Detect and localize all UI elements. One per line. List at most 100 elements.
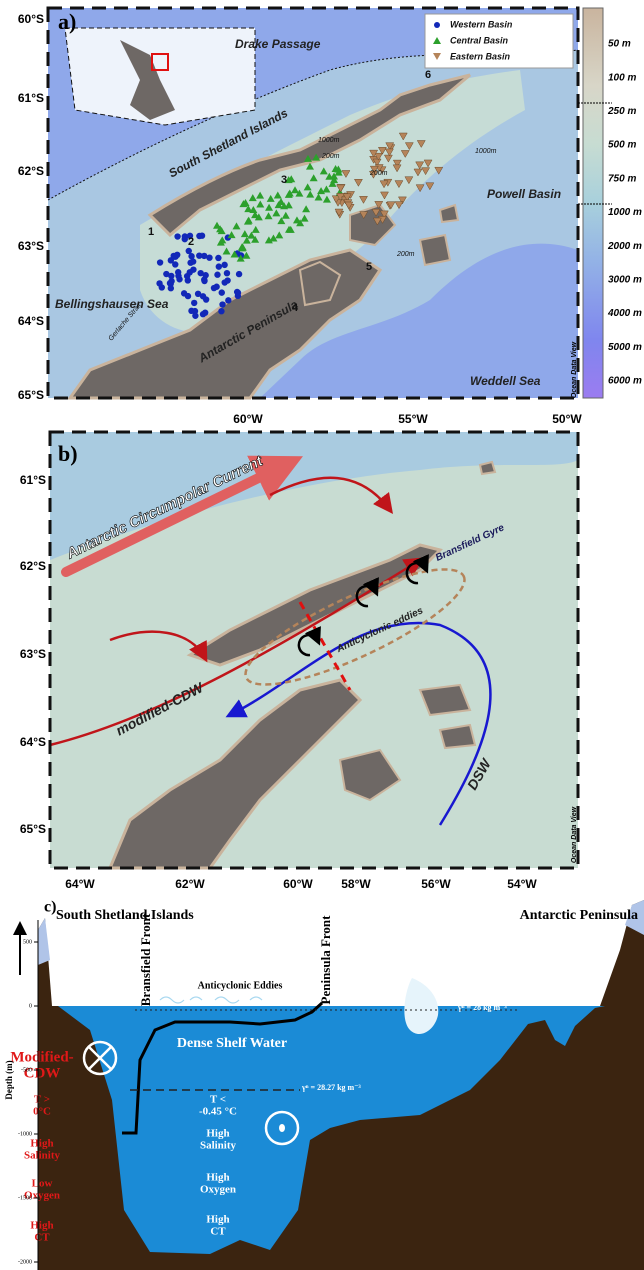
- station: [285, 189, 294, 197]
- legend: [424, 13, 574, 69]
- station: [296, 219, 305, 227]
- dsw-line: Dense Shelf Water: [177, 1036, 287, 1051]
- panel-c: c) South Shetland Islands Antarctic Peni…: [4, 899, 644, 1270]
- station: [184, 277, 191, 284]
- station: [200, 252, 208, 260]
- station: [210, 284, 218, 292]
- eddies: [159, 996, 263, 1004]
- station: [254, 213, 263, 221]
- station: [371, 208, 381, 217]
- colorbar-label: 2000 m: [607, 241, 642, 252]
- station: [215, 254, 222, 262]
- islands: [298, 203, 460, 307]
- dsw-line: High: [206, 1128, 229, 1140]
- lat-label: 61°S: [20, 473, 46, 487]
- lon-label: 64°W: [65, 877, 95, 891]
- y-tick-label: -500: [21, 1067, 32, 1073]
- station: [188, 253, 195, 260]
- cdw-line: Modified-: [10, 1049, 73, 1065]
- dsw-line: CT: [210, 1226, 226, 1238]
- station: [272, 209, 281, 217]
- station: [306, 190, 315, 198]
- station: [181, 233, 189, 240]
- station: [386, 201, 396, 210]
- station: [319, 167, 328, 175]
- station: [244, 216, 253, 224]
- station: [303, 183, 312, 191]
- place: Weddell Sea: [470, 374, 541, 388]
- station: [423, 159, 433, 168]
- lon-label: 55°W: [398, 412, 428, 426]
- station: [379, 180, 389, 189]
- current-arrow: [109, 630, 208, 663]
- lat-label: 60°S: [18, 12, 44, 26]
- lat-label: 64°S: [18, 314, 44, 328]
- station: [212, 221, 221, 229]
- station: [336, 184, 346, 193]
- dsw-line: Salinity: [200, 1140, 237, 1152]
- station: [392, 159, 402, 168]
- flow-into: [88, 1046, 112, 1070]
- station: [295, 189, 304, 197]
- front-label: Peninsula Front: [318, 915, 333, 1005]
- inset-land: [120, 40, 175, 120]
- station: [413, 168, 423, 177]
- station: [219, 301, 226, 308]
- lat-label: 63°S: [20, 647, 46, 661]
- legend-label: Central Basin: [450, 35, 509, 45]
- colorbar-label: 5000 m: [608, 342, 642, 353]
- station: [197, 269, 204, 277]
- station: [216, 238, 225, 246]
- station: [264, 212, 273, 220]
- site-number: 2: [188, 236, 194, 248]
- lat-label: 64°S: [20, 735, 46, 749]
- station: [334, 208, 344, 217]
- cdw-line: Salinity: [24, 1150, 61, 1162]
- station: [241, 199, 250, 207]
- y-axis-label: Depth (m): [4, 1060, 14, 1099]
- station: [372, 158, 382, 167]
- station: [265, 203, 274, 211]
- section-line: [298, 601, 352, 691]
- station: [234, 292, 242, 300]
- station: [235, 270, 243, 278]
- station: [242, 251, 251, 259]
- station: [187, 259, 194, 266]
- colorbar-label: 4000 m: [607, 308, 642, 319]
- colorbar-label: 500 m: [608, 140, 636, 151]
- panel-label: b): [58, 441, 78, 466]
- station: [331, 165, 340, 173]
- station: [230, 250, 239, 258]
- eddy: [297, 626, 321, 657]
- cdw-line: CT: [34, 1232, 50, 1244]
- contour-label: 1000m: [475, 148, 497, 155]
- station: [415, 184, 425, 193]
- station: [194, 290, 202, 298]
- station: [330, 172, 339, 180]
- frame: [48, 430, 580, 870]
- station: [284, 201, 293, 209]
- station: [251, 235, 260, 243]
- dsw-arrow: [225, 621, 492, 826]
- station: [170, 252, 177, 260]
- gyre: [244, 568, 466, 686]
- station: [425, 182, 435, 191]
- acc-arrow: [61, 455, 303, 577]
- isopycnal-label: γⁿ = 28.27 kg m⁻³: [301, 1083, 361, 1092]
- station: [156, 280, 163, 287]
- cdw-line: Oxygen: [24, 1190, 60, 1202]
- station: [286, 225, 295, 233]
- station: [374, 152, 383, 161]
- station: [218, 308, 225, 315]
- station: [344, 201, 354, 210]
- panel-label: c): [44, 899, 56, 916]
- lon-label: 58°W: [341, 877, 371, 891]
- eddy: [355, 577, 379, 608]
- shallow: [140, 70, 525, 333]
- axes: 500 0 -500 -1000 -1500 -2000: [18, 939, 38, 1265]
- y-tick-label: -2000: [18, 1259, 32, 1265]
- site-number: 5: [366, 261, 372, 273]
- station: [196, 252, 203, 259]
